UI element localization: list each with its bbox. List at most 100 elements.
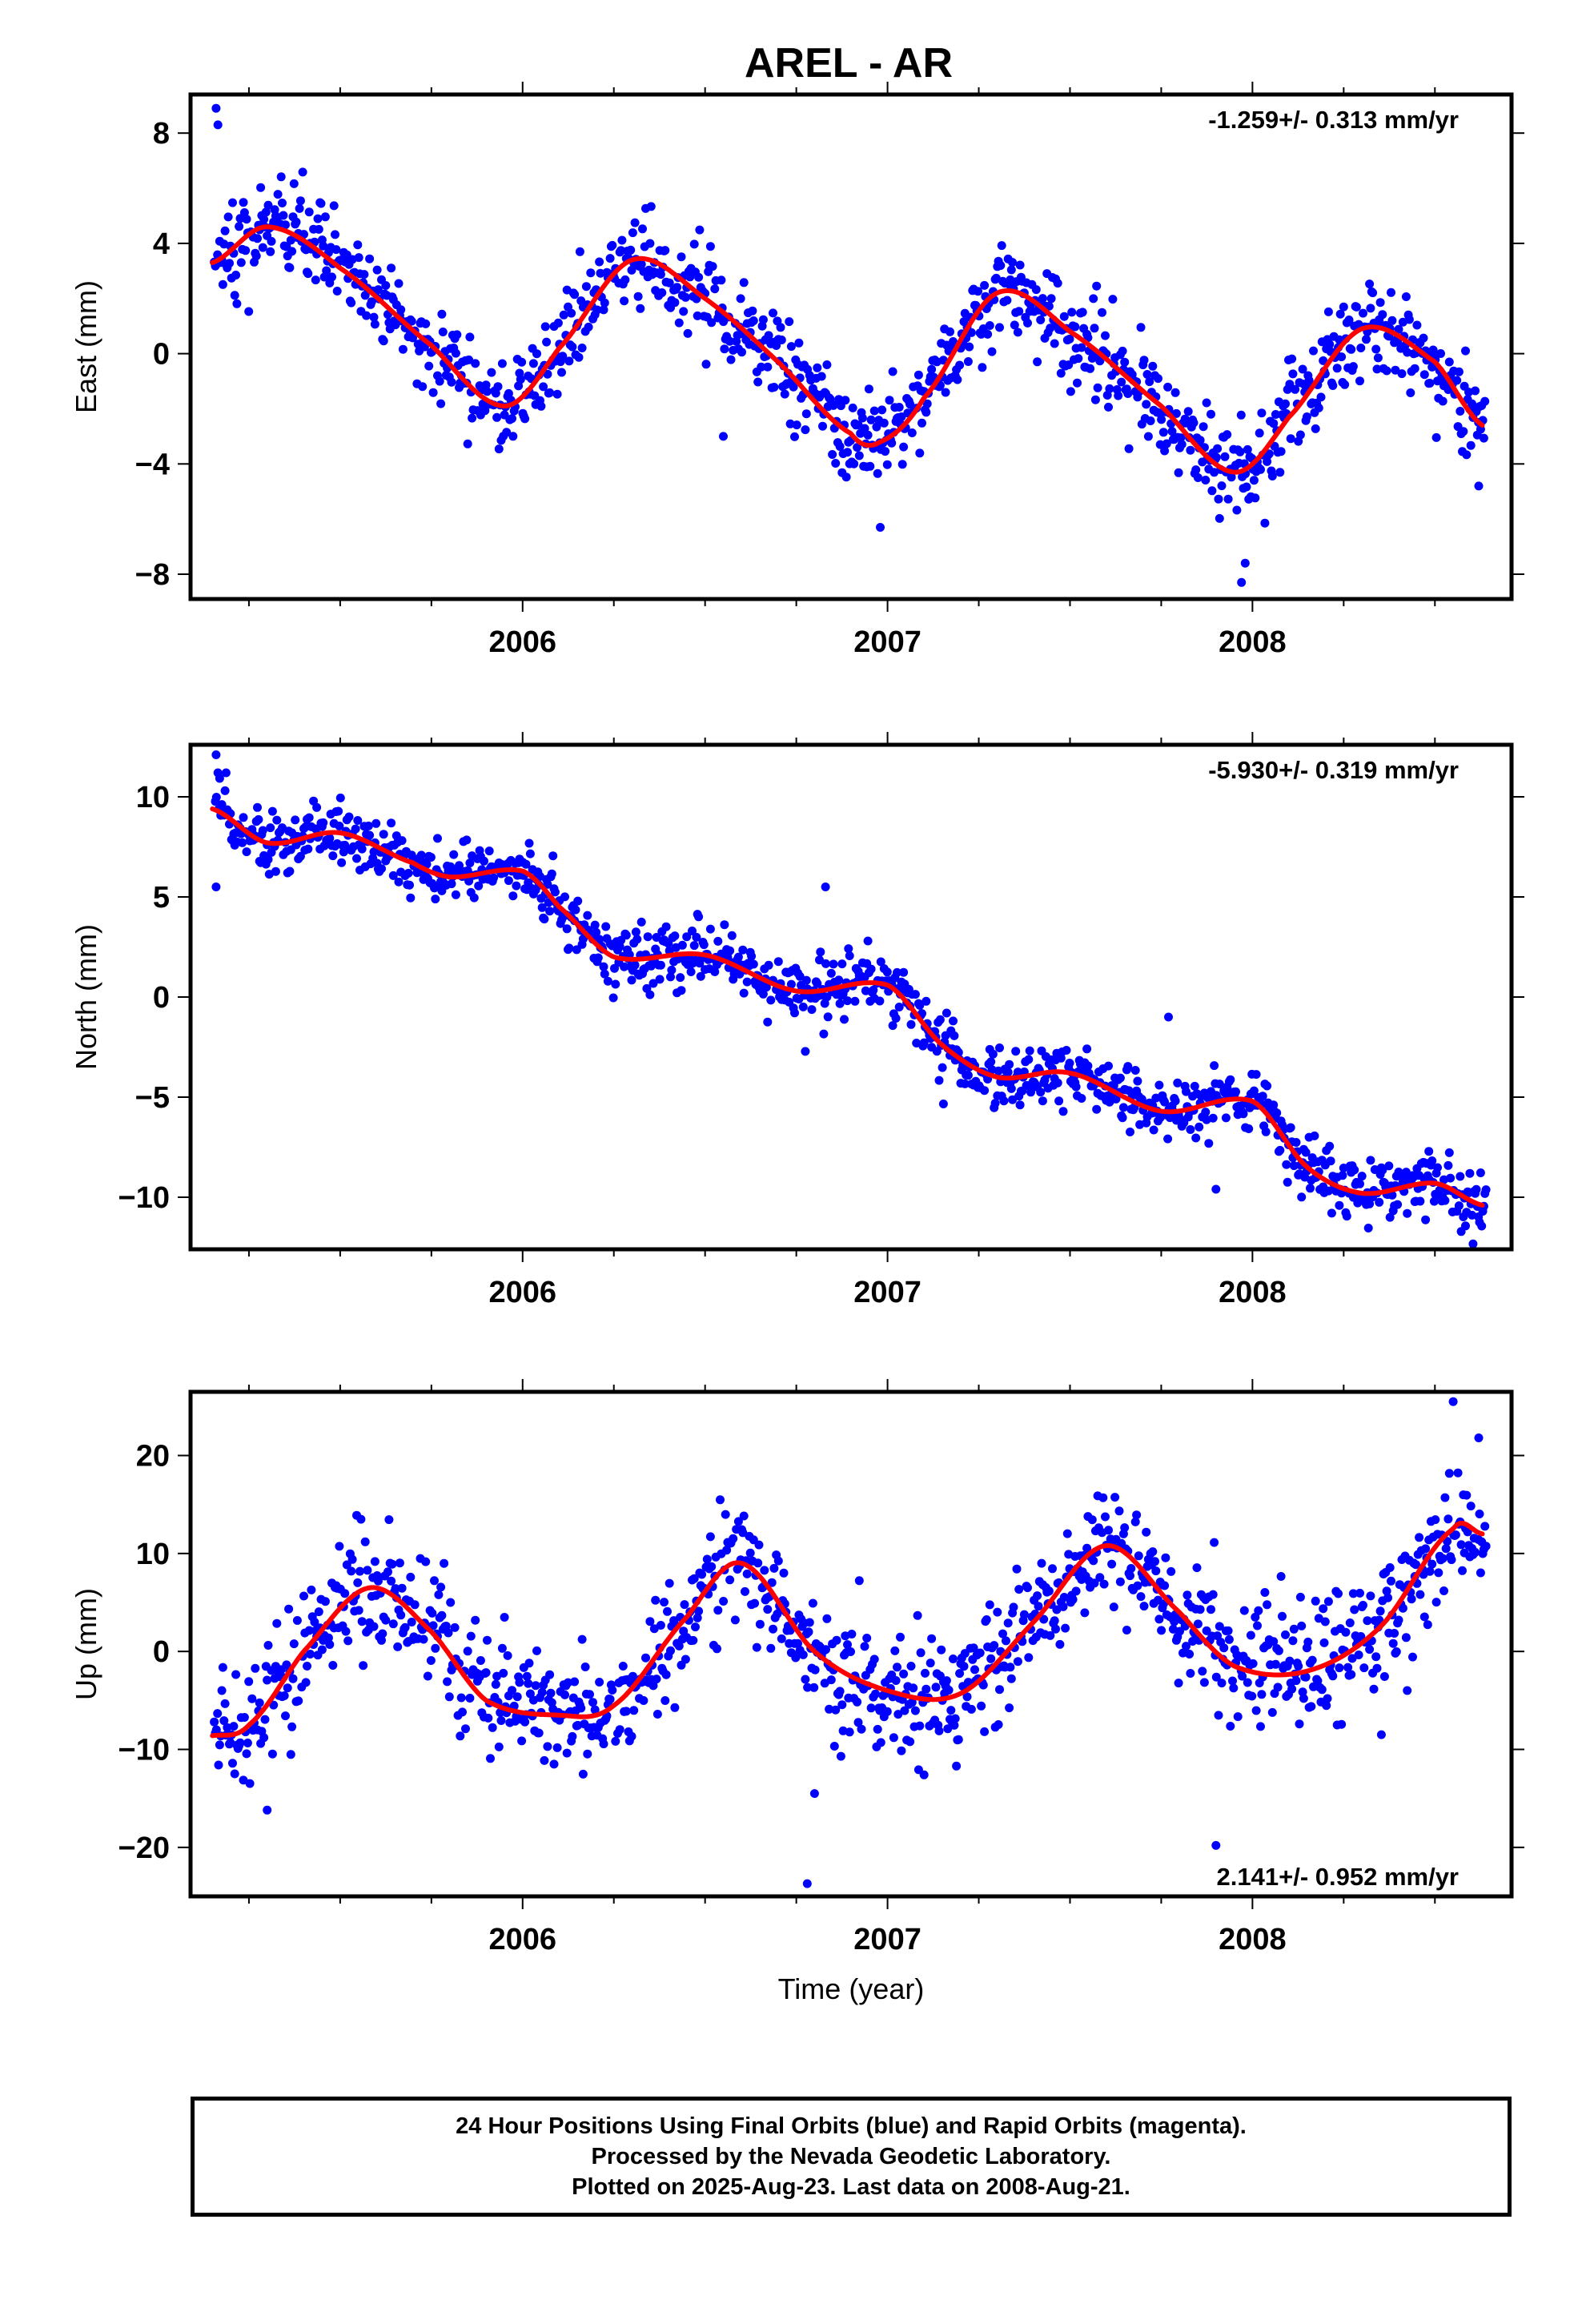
data-point [1295, 1592, 1305, 1602]
data-point [512, 1692, 522, 1702]
data-point [736, 294, 745, 304]
data-point [1456, 1540, 1466, 1550]
data-point [915, 448, 925, 458]
data-point [1093, 383, 1102, 392]
data-point [480, 856, 488, 866]
data-point [655, 975, 665, 984]
data-point [1276, 447, 1286, 456]
data-point [899, 967, 909, 977]
data-point [304, 207, 314, 217]
data-point [446, 1598, 456, 1607]
data-point [1229, 1683, 1239, 1693]
data-point [921, 996, 931, 1006]
data-point [282, 1660, 291, 1670]
data-point [1162, 439, 1171, 448]
data-point [547, 869, 556, 879]
data-point [568, 1731, 577, 1741]
data-point [862, 1634, 872, 1642]
y-axis-label: North (mm) [70, 924, 102, 1070]
data-point [694, 272, 704, 282]
data-point [795, 971, 805, 981]
data-point [295, 203, 304, 213]
data-point [763, 1605, 773, 1614]
y-tick-label: −10 [118, 1181, 170, 1215]
data-point [980, 280, 990, 290]
data-point [934, 1726, 944, 1735]
data-point [1082, 1543, 1092, 1553]
data-point [235, 1738, 245, 1747]
data-point [1289, 1624, 1299, 1634]
data-point [504, 876, 513, 886]
data-point [766, 995, 776, 1005]
data-point [294, 1696, 303, 1706]
data-point [369, 847, 379, 857]
data-point [256, 183, 266, 192]
data-point [1013, 1657, 1022, 1667]
data-point [683, 328, 693, 338]
data-point [631, 927, 640, 937]
data-point [1288, 369, 1298, 379]
x-tick-label: 2006 [489, 1923, 557, 1956]
data-point [496, 1708, 505, 1717]
data-point [677, 986, 686, 995]
data-point [665, 278, 674, 287]
data-point [1054, 1096, 1064, 1106]
data-point [537, 903, 547, 912]
data-point [1387, 287, 1395, 297]
data-point [697, 1570, 707, 1579]
data-point [1215, 513, 1224, 523]
data-point [846, 1647, 855, 1656]
data-point [437, 1610, 447, 1620]
data-point [790, 1008, 799, 1018]
data-point [1297, 1621, 1307, 1630]
data-point [1375, 298, 1385, 308]
data-point [285, 263, 295, 272]
data-point [1083, 1061, 1093, 1071]
data-point [1440, 1493, 1450, 1502]
data-point [549, 1759, 559, 1769]
data-point [320, 1597, 330, 1606]
data-point [1440, 1196, 1450, 1205]
data-point [1263, 1081, 1272, 1091]
data-point [584, 322, 593, 332]
data-point [919, 1038, 929, 1047]
data-point [907, 428, 917, 437]
data-point [393, 1642, 403, 1651]
data-point [995, 323, 1004, 332]
data-point [465, 858, 475, 868]
data-point [815, 955, 824, 965]
data-point [522, 1671, 532, 1681]
x-axis-label: Time (year) [778, 1972, 925, 2005]
data-point [383, 1567, 392, 1577]
data-point [313, 214, 323, 223]
data-point [502, 428, 512, 437]
data-point [705, 1532, 715, 1542]
data-point [1311, 1596, 1320, 1606]
data-point [497, 359, 507, 368]
data-point [1397, 369, 1407, 379]
data-point [1120, 357, 1130, 367]
data-point [828, 450, 837, 459]
data-point [1275, 468, 1285, 477]
data-point [1154, 374, 1162, 384]
data-point [443, 1677, 452, 1687]
data-point [786, 979, 796, 989]
data-point [652, 1675, 661, 1684]
data-point [713, 1644, 721, 1654]
data-point [1211, 452, 1221, 462]
data-point [1077, 1094, 1086, 1103]
data-point [627, 975, 636, 985]
data-point [1269, 1637, 1279, 1647]
data-point [1371, 344, 1381, 354]
data-point [1366, 1156, 1375, 1165]
data-point [985, 321, 994, 330]
data-point [627, 265, 636, 275]
data-point [259, 215, 269, 224]
data-point [462, 835, 472, 845]
data-point [1340, 380, 1350, 389]
east-panel: −8 −4 0 4 8 2006 2007 2008 East (mm) -1.259+/- 0.… [70, 82, 1524, 659]
data-point [921, 1668, 930, 1678]
data-point [872, 422, 881, 432]
data-point [829, 400, 838, 410]
data-point [1475, 1510, 1484, 1518]
